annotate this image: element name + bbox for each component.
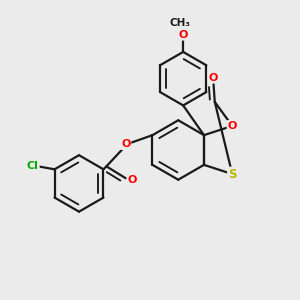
Text: CH₃: CH₃ bbox=[169, 18, 190, 28]
Text: O: O bbox=[208, 73, 218, 82]
Text: Cl: Cl bbox=[27, 161, 39, 171]
Text: O: O bbox=[121, 139, 130, 149]
Text: O: O bbox=[178, 30, 188, 40]
Text: O: O bbox=[228, 121, 237, 131]
Text: O: O bbox=[128, 175, 137, 185]
Text: S: S bbox=[228, 167, 236, 181]
